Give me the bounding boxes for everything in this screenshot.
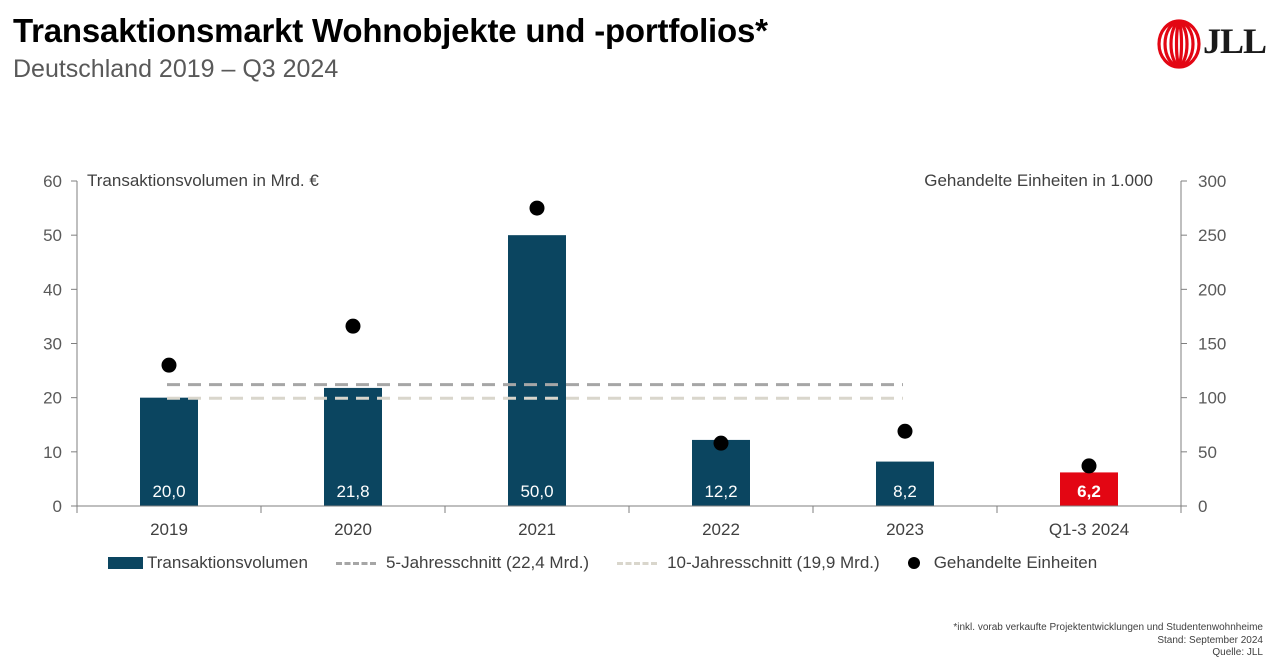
category-label: 2020 [334, 520, 372, 539]
bar-value-label: 8,2 [893, 482, 917, 501]
left-axis-tick-label: 10 [43, 443, 62, 462]
legend-item-volume: Transaktionsvolumen [108, 553, 308, 573]
bar-2019 [140, 397, 198, 506]
legend-item-units: Gehandelte Einheiten [907, 553, 1098, 573]
left-axis-title: Transaktionsvolumen in Mrd. € [87, 171, 319, 190]
legend-swatch-5yr-avg [335, 561, 376, 565]
right-axis-tick-label: 300 [1198, 172, 1226, 191]
left-axis-tick-label: 60 [43, 172, 62, 191]
jll-flame-icon [1157, 19, 1201, 69]
chart-legend: Transaktionsvolumen 5-Jahresschnitt (22,… [108, 553, 1125, 573]
left-axis-tick-label: 50 [43, 226, 62, 245]
bar-2020 [324, 387, 382, 506]
bar-value-label: 21,8 [336, 482, 369, 501]
bar-2023 [876, 461, 934, 506]
bar-value-label: 12,2 [704, 482, 737, 501]
category-label: 2022 [702, 520, 740, 539]
bar-Q1-3-2024 [1060, 472, 1118, 506]
category-label: 2019 [150, 520, 188, 539]
right-axis-tick-label: 250 [1198, 226, 1226, 245]
right-axis-tick-label: 200 [1198, 280, 1226, 299]
legend-swatch-volume [108, 557, 143, 569]
chart-title: Transaktionsmarkt Wohnobjekte und -portf… [13, 12, 768, 49]
units-point [1081, 458, 1097, 474]
legend-item-10yr-avg: 10-Jahresschnitt (19,9 Mrd.) [617, 553, 880, 573]
legend-label-units: Gehandelte Einheiten [933, 553, 1098, 572]
units-point [529, 200, 545, 216]
left-axis-tick-label: 30 [43, 335, 62, 354]
bar-chart: 0 10 20 30 40 50 60 0 50 100 150 200 250 300 20,0 21,… [43, 171, 1226, 539]
category-label: 2021 [518, 520, 556, 539]
legend-item-5yr-avg: 5-Jahresschnitt (22,4 Mrd.) [335, 553, 590, 573]
jll-logo-text: JLL [1203, 21, 1267, 61]
legend-swatch-units [907, 557, 920, 569]
units-point [897, 423, 913, 439]
units-point [161, 357, 177, 373]
left-axis-tick-label: 0 [53, 497, 62, 516]
legend-label-volume: Transaktionsvolumen [147, 553, 308, 572]
left-axis-tick-label: 20 [43, 389, 62, 408]
bar-value-label: 6,2 [1077, 482, 1101, 501]
right-axis-tick-label: 100 [1198, 389, 1226, 408]
jll-logo: JLL [1156, 18, 1267, 70]
chart-subtitle: Deutschland 2019 – Q3 2024 [13, 55, 339, 83]
legend-label-10yr-avg: 10-Jahresschnitt (19,9 Mrd.) [667, 553, 880, 572]
left-axis-tick-label: 40 [43, 280, 62, 299]
legend-swatch-10yr-avg [617, 561, 658, 565]
bar-value-label: 50,0 [520, 482, 553, 501]
footnotes: *inkl. vorab verkaufte Projektentwicklun… [953, 622, 1263, 660]
units-point [713, 435, 729, 451]
category-label: 2023 [886, 520, 924, 539]
right-axis-tick-label: 0 [1198, 497, 1207, 516]
right-axis-title: Gehandelte Einheiten in 1.000 [924, 171, 1153, 190]
bar-2022 [692, 439, 750, 506]
category-label: Q1-3 2024 [1049, 520, 1129, 539]
right-axis-tick-label: 150 [1198, 335, 1226, 354]
legend-label-5yr-avg: 5-Jahresschnitt (22,4 Mrd.) [385, 553, 590, 572]
bar-value-label: 20,0 [152, 482, 185, 501]
footnote-text: *inkl. vorab verkaufte Projektentwicklun… [953, 622, 1263, 633]
footnote-status: Stand: September 2024 [1157, 634, 1263, 646]
right-axis-tick-label: 50 [1198, 443, 1217, 462]
footnote-source: Quelle: JLL [1212, 647, 1263, 658]
bar-2021 [508, 235, 566, 506]
units-point [345, 318, 361, 334]
